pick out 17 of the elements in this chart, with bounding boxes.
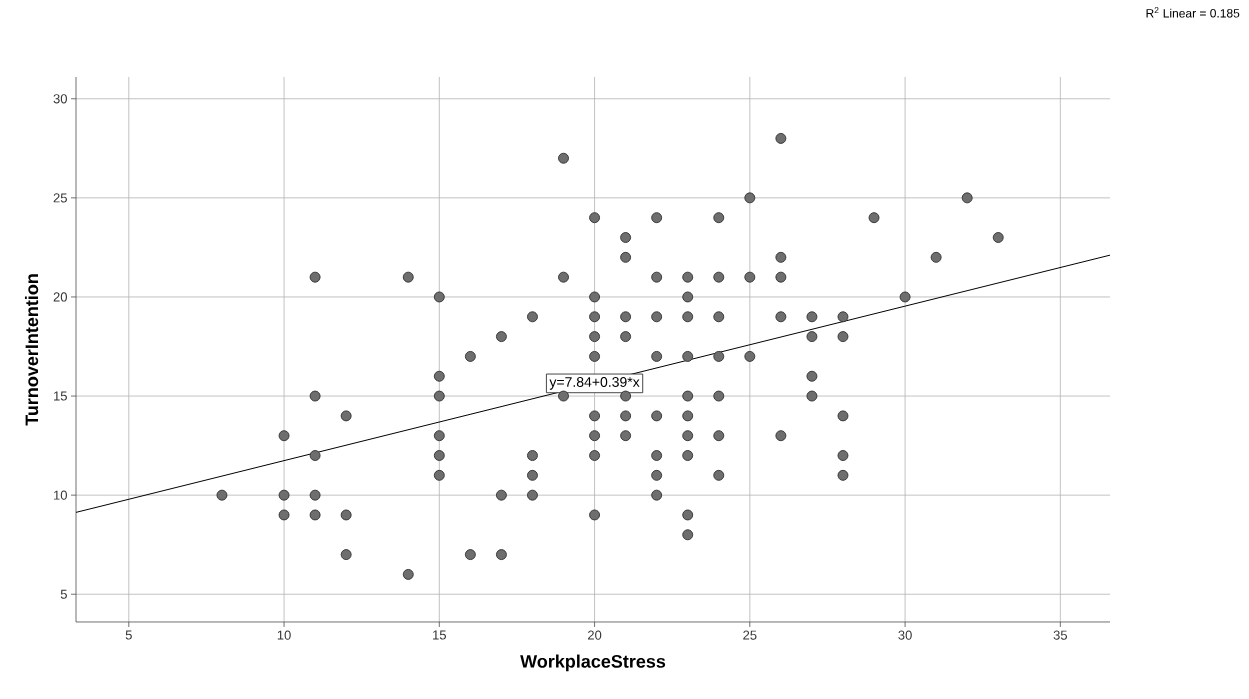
x-tick-label: 10 xyxy=(277,630,291,640)
annotation: y=7.84+0.39*x xyxy=(549,377,640,390)
y-tick-label: 25 xyxy=(53,193,67,203)
x-tick-label: 20 xyxy=(587,630,602,640)
x-tick-label: 5 xyxy=(125,630,132,640)
x-axis-title: WorkplaceStress xyxy=(520,654,666,672)
y-tick-label: 5 xyxy=(60,589,67,599)
x-tick-label: 15 xyxy=(433,630,446,640)
y-tick-label: 30 xyxy=(53,94,67,104)
y-tick-label: 10 xyxy=(54,490,67,500)
x-tick-label: 25 xyxy=(743,630,757,640)
x-tick-label: 30 xyxy=(898,630,912,640)
x-tick-label: 35 xyxy=(1053,630,1068,640)
y-axis-title: TurnoverIntention xyxy=(24,274,39,426)
y-tick-label: 15 xyxy=(54,391,67,401)
y-tick-label: 20 xyxy=(53,292,67,302)
text: R$^{2}$ Linear = 0.185 xyxy=(1146,7,1240,18)
